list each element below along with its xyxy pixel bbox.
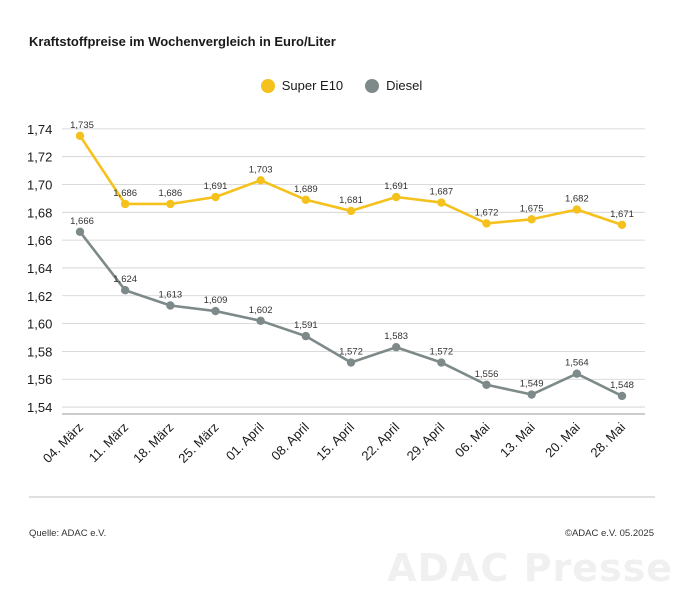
y-tick-label: 1,68 xyxy=(27,205,52,220)
data-point-super-e10 xyxy=(75,131,85,141)
series-line-diesel xyxy=(78,230,623,398)
x-tick-label: 25. März xyxy=(175,420,221,466)
x-tick-label: 20. Mai xyxy=(542,419,583,460)
y-tick-label: 1,72 xyxy=(27,150,52,165)
data-point-super-e10 xyxy=(572,205,582,214)
data-label-diesel: 1,548 xyxy=(610,380,634,391)
data-point-diesel xyxy=(211,306,220,316)
data-point-super-e10 xyxy=(391,192,401,202)
data-label-super-e10: 1,681 xyxy=(339,195,363,206)
data-point-diesel xyxy=(75,227,85,236)
data-point-super-e10 xyxy=(211,192,220,202)
source-note: Quelle: ADAC e.V. xyxy=(29,528,107,539)
data-label-diesel: 1,549 xyxy=(520,379,544,390)
x-tick-label: 15. April xyxy=(313,419,357,463)
data-point-diesel xyxy=(482,380,491,389)
data-label-super-e10: 1,671 xyxy=(610,209,634,220)
y-tick-label: 1,56 xyxy=(27,372,52,387)
data-label-super-e10: 1,691 xyxy=(204,181,228,192)
data-point-diesel xyxy=(256,316,265,326)
y-tick-label: 1,64 xyxy=(27,261,52,276)
data-label-super-e10: 1,735 xyxy=(70,120,94,131)
y-tick-label: 1,74 xyxy=(27,122,52,137)
data-point-super-e10 xyxy=(166,199,175,209)
data-point-diesel xyxy=(572,369,582,378)
data-label-diesel: 1,609 xyxy=(204,295,228,306)
watermark-logo: ADAC Presse xyxy=(387,546,673,590)
data-label-super-e10: 1,682 xyxy=(565,194,589,205)
data-label-diesel: 1,583 xyxy=(384,331,408,342)
y-tick-label: 1,62 xyxy=(27,289,52,304)
data-point-super-e10 xyxy=(120,199,130,209)
data-label-super-e10: 1,703 xyxy=(249,164,273,175)
x-tick-label: 04. März xyxy=(40,420,86,466)
x-tick-label: 08. April xyxy=(268,419,312,463)
data-label-super-e10: 1,689 xyxy=(294,184,318,195)
data-point-diesel xyxy=(437,358,446,367)
legend-marker-super-e10 xyxy=(260,78,275,93)
data-point-super-e10 xyxy=(346,206,356,216)
data-point-super-e10 xyxy=(256,176,265,185)
x-tick-label: 13. Mai xyxy=(497,419,538,460)
data-label-super-e10: 1,672 xyxy=(475,207,499,218)
data-point-diesel xyxy=(346,358,356,367)
chart-title: Kraftstoffpreise im Wochenvergleich in E… xyxy=(29,34,336,49)
data-label-diesel: 1,556 xyxy=(475,369,499,380)
data-label-diesel: 1,591 xyxy=(294,320,318,331)
data-label-diesel: 1,572 xyxy=(429,347,453,358)
data-label-super-e10: 1,687 xyxy=(429,187,453,198)
y-tick-label: 1,66 xyxy=(27,233,52,248)
x-tick-label: 11. März xyxy=(86,420,132,466)
copyright-note: ©ADAC e.V. 05.2025 xyxy=(564,528,654,539)
data-point-diesel xyxy=(166,301,175,310)
x-tick-label: 22. April xyxy=(358,419,402,463)
x-tick-label: 29. April xyxy=(404,419,448,463)
data-point-diesel xyxy=(617,391,627,401)
data-point-diesel xyxy=(527,390,536,399)
data-label-diesel: 1,564 xyxy=(565,358,589,369)
legend-item-super-e10: Super E10 xyxy=(260,78,344,93)
y-tick-label: 1,70 xyxy=(27,178,52,193)
y-tick-label: 1,60 xyxy=(27,317,52,332)
legend: Super E10 Diesel xyxy=(0,78,683,93)
data-point-diesel xyxy=(391,343,401,352)
x-tick-label: 18. März xyxy=(130,420,176,466)
x-tick-label: 01. April xyxy=(223,419,267,463)
legend-item-diesel: Diesel xyxy=(365,78,422,93)
data-point-super-e10 xyxy=(527,215,536,224)
data-label-super-e10: 1,691 xyxy=(384,181,408,192)
x-tick-label: 28. Mai xyxy=(587,419,628,460)
data-point-super-e10 xyxy=(301,195,311,204)
data-label-diesel: 1,613 xyxy=(158,290,182,301)
data-point-diesel xyxy=(120,286,130,295)
data-label-super-e10: 1,675 xyxy=(520,203,544,214)
legend-label-diesel: Diesel xyxy=(386,78,423,93)
y-tick-label: 1,58 xyxy=(27,344,52,359)
data-label-diesel: 1,572 xyxy=(339,347,363,358)
data-label-diesel: 1,666 xyxy=(70,216,94,227)
data-label-super-e10: 1,686 xyxy=(158,188,182,199)
data-label-super-e10: 1,686 xyxy=(113,188,137,199)
data-point-super-e10 xyxy=(482,219,491,228)
data-point-super-e10 xyxy=(437,198,446,207)
data-point-super-e10 xyxy=(617,220,627,230)
legend-marker-diesel xyxy=(365,78,380,93)
data-label-diesel: 1,624 xyxy=(113,274,137,285)
y-tick-label: 1,54 xyxy=(27,400,52,415)
x-tick-label: 06. Mai xyxy=(452,419,493,460)
data-label-diesel: 1,602 xyxy=(249,305,273,316)
data-point-diesel xyxy=(301,331,311,341)
legend-label-super-e10: Super E10 xyxy=(281,78,344,93)
